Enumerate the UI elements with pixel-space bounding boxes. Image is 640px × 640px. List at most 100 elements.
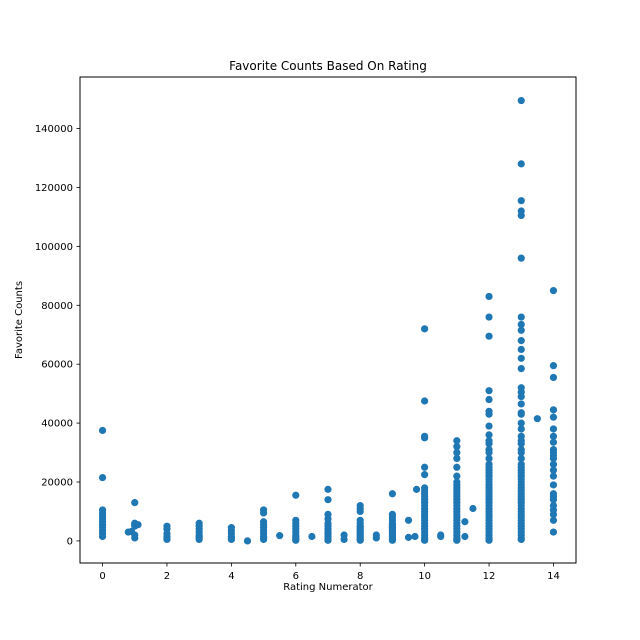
data-point <box>134 521 142 529</box>
data-point <box>549 286 558 295</box>
data-point <box>324 536 332 544</box>
data-point <box>549 528 558 536</box>
data-point <box>356 507 364 516</box>
data-point <box>421 471 429 479</box>
data-point <box>517 400 525 408</box>
x-tick-label: 12 <box>483 571 496 582</box>
axes-frame <box>79 76 577 564</box>
data-point <box>549 406 558 414</box>
data-point <box>485 431 493 439</box>
data-point <box>453 448 461 457</box>
data-point <box>517 326 525 334</box>
data-point <box>549 373 558 382</box>
data-point <box>372 534 380 542</box>
data-point <box>517 345 525 354</box>
data-point <box>98 426 107 435</box>
data-point <box>549 466 558 474</box>
data-point <box>340 535 348 544</box>
y-tick-label: 100000 <box>35 242 73 253</box>
data-point <box>469 504 477 513</box>
data-point <box>549 438 558 446</box>
data-point <box>549 472 558 480</box>
data-point <box>453 443 461 451</box>
y-tick-label: 120000 <box>35 183 73 194</box>
data-point <box>517 320 525 329</box>
data-point <box>98 532 107 541</box>
data-point <box>517 440 525 448</box>
data-point <box>404 533 413 541</box>
data-point <box>517 425 525 433</box>
data-point <box>485 292 493 301</box>
data-point <box>453 463 461 471</box>
data-point <box>412 485 421 493</box>
data-point <box>517 313 525 321</box>
data-point <box>485 395 493 404</box>
x-tick-label: 10 <box>418 571 431 582</box>
data-point <box>485 387 493 395</box>
x-axis-ticks: 0 2 4 6 8 10 12 14 <box>99 563 560 582</box>
data-point <box>549 432 558 440</box>
data-point <box>453 472 461 480</box>
data-point <box>453 437 461 445</box>
data-point <box>421 463 429 471</box>
data-point <box>549 362 558 370</box>
data-point <box>131 499 139 507</box>
data-point <box>517 448 525 457</box>
data-point <box>308 532 316 541</box>
data-point <box>517 211 525 220</box>
data-point <box>227 535 235 544</box>
data-point <box>421 397 429 405</box>
data-point <box>549 481 558 489</box>
y-tick-label: 80000 <box>41 301 73 312</box>
data-point <box>517 419 525 427</box>
data-point <box>485 410 493 418</box>
x-axis-title: Rating Numerator <box>283 582 373 593</box>
data-point <box>421 536 429 544</box>
data-point <box>517 337 525 345</box>
data-point <box>404 516 413 524</box>
data-point <box>517 410 525 418</box>
data-point <box>549 425 558 433</box>
data-point <box>461 518 469 526</box>
x-tick-label: 6 <box>293 571 299 582</box>
data-point <box>437 532 445 541</box>
data-point <box>324 485 332 493</box>
data-point <box>517 96 525 105</box>
y-tick-label: 40000 <box>41 419 73 430</box>
data-point <box>517 354 525 362</box>
data-point <box>549 496 558 504</box>
data-point <box>549 413 558 421</box>
y-tick-label: 0 <box>67 536 73 547</box>
data-point <box>517 535 525 544</box>
data-point <box>485 454 493 463</box>
data-point <box>549 454 558 463</box>
data-point <box>517 160 525 168</box>
data-point <box>259 535 268 544</box>
data-point <box>324 496 332 504</box>
data-point <box>485 440 493 448</box>
x-tick-label: 0 <box>99 571 105 582</box>
data-point <box>388 490 397 498</box>
data-point <box>98 473 107 482</box>
data-point <box>485 313 493 321</box>
data-point <box>421 434 429 442</box>
data-point <box>411 532 419 541</box>
data-point <box>517 197 525 205</box>
data-point <box>388 536 397 544</box>
data-point <box>259 509 268 517</box>
data-point <box>356 536 364 544</box>
data-point <box>195 535 203 544</box>
data-point <box>461 532 469 541</box>
x-tick-label: 2 <box>164 571 170 582</box>
data-point <box>292 491 300 499</box>
y-axis-ticks: 0 20000 40000 60000 80000 100000 120000 140000 <box>35 124 80 547</box>
data-point <box>517 365 525 373</box>
data-point <box>485 422 493 430</box>
y-tick-label: 20000 <box>41 478 73 489</box>
x-tick-label: 8 <box>357 571 363 582</box>
y-tick-label: 60000 <box>41 360 73 371</box>
data-point <box>517 454 525 463</box>
